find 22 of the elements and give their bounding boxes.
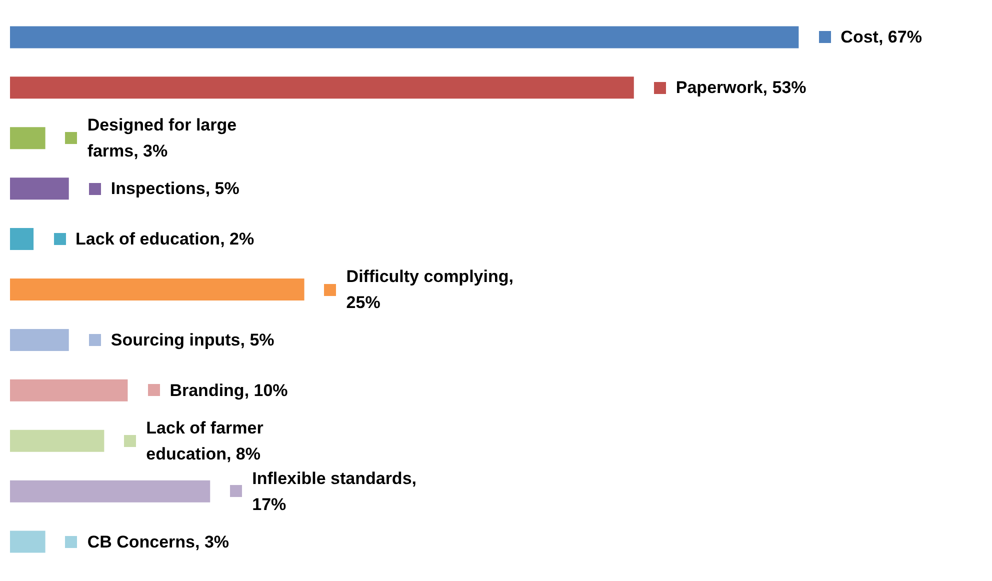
bar [10, 76, 634, 99]
bar [10, 379, 128, 402]
data-label: Designed for large farms, 3% [87, 116, 242, 161]
data-label: Branding, 10% [170, 380, 288, 400]
data-label: Paperwork, 53% [676, 78, 806, 98]
data-label: Lack of farmer education, 8% [146, 418, 268, 464]
data-label: Difficulty complying, 25% [346, 267, 518, 312]
bar [10, 127, 46, 150]
bar [10, 178, 69, 200]
bar [10, 278, 304, 300]
bar [10, 328, 69, 351]
data-label: Sourcing inputs, 5% [110, 330, 274, 350]
bar [10, 480, 210, 502]
bar [10, 430, 104, 452]
data-label: CB Concerns, 3% [87, 532, 230, 552]
bar [10, 26, 799, 48]
bar [10, 530, 46, 553]
bar [10, 228, 34, 250]
data-label: Inspections, 5% [110, 179, 240, 198]
data-label: Inflexible standards, 17% [252, 468, 422, 514]
data-label: Cost, 67% [840, 28, 922, 47]
data-label: Lack of education, 2% [76, 230, 254, 249]
